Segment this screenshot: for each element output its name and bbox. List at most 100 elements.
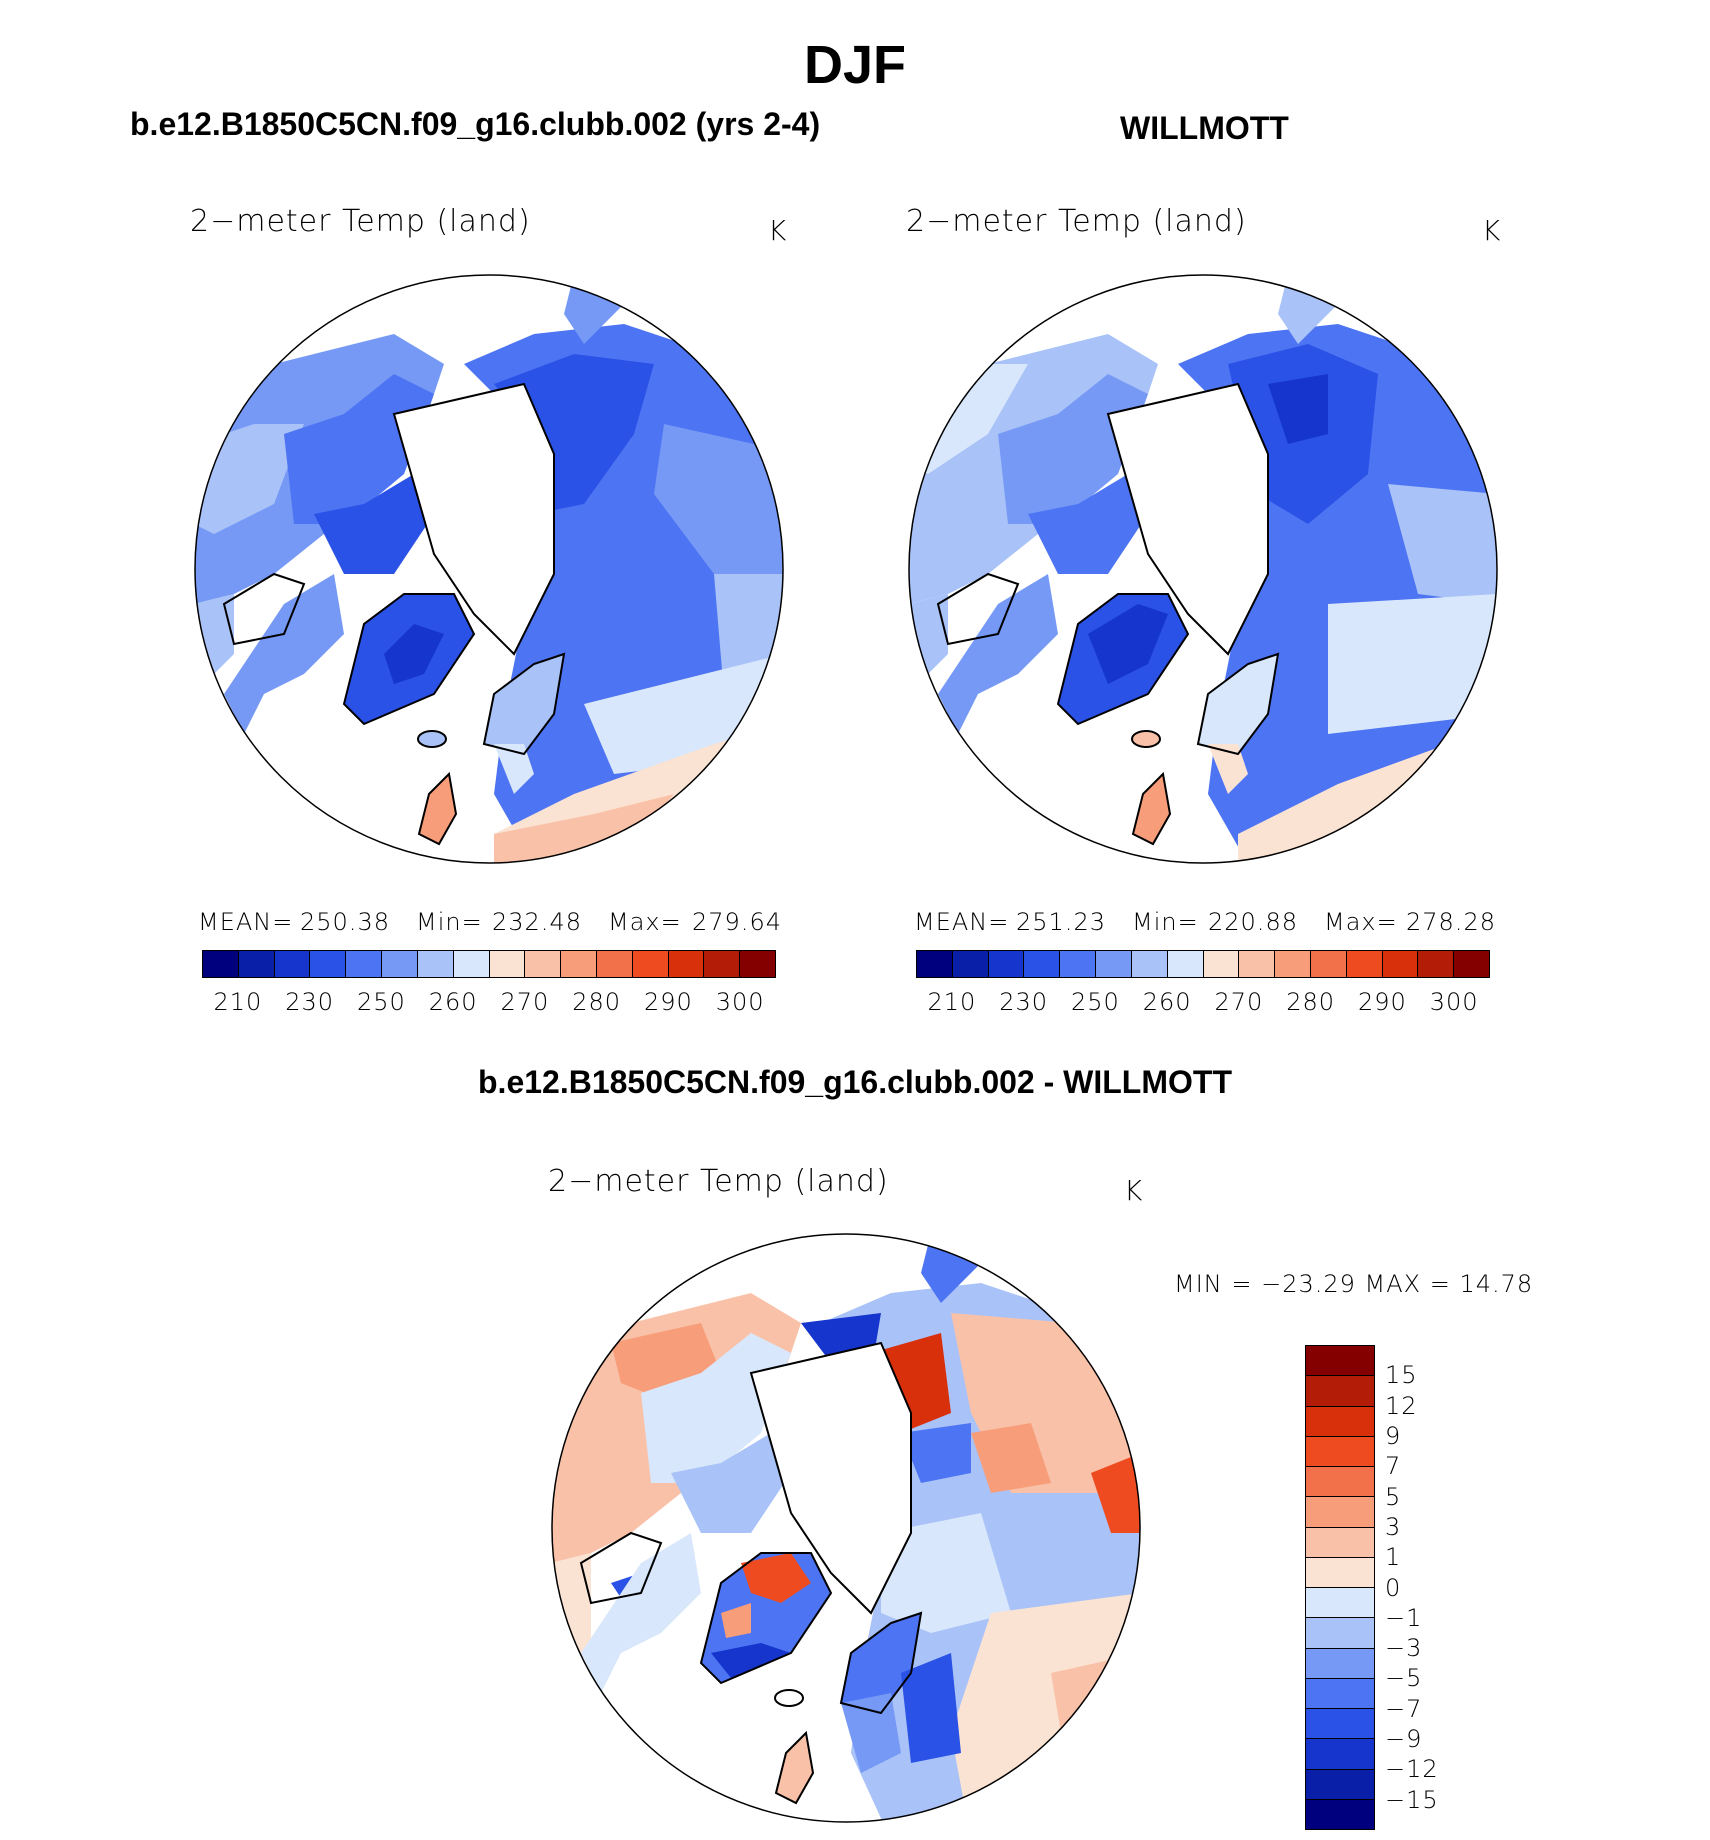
colorbar-tick-label: −1 [1385, 1603, 1423, 1632]
colorbar-swatch [1306, 1497, 1374, 1528]
right-colorbar [916, 950, 1490, 978]
right-panel-case-title: WILLMOTT [1120, 110, 1289, 146]
colorbar-swatch [1346, 951, 1383, 977]
colorbar-swatch [1454, 951, 1489, 977]
left-max-label: Max= [608, 908, 682, 936]
colorbar-swatch [1382, 951, 1419, 977]
colorbar-swatch [704, 951, 741, 977]
colorbar-swatch [1131, 951, 1168, 977]
colorbar-swatch [1310, 951, 1347, 977]
colorbar-tick-label: 5 [1385, 1482, 1402, 1511]
colorbar-swatch [203, 951, 239, 977]
left-colorbar-ticks: 210 230 250 260 270 280 290 300 [202, 988, 776, 1018]
right-max-value: 278.28 [1406, 908, 1496, 936]
colorbar-tick-label: 290 [1357, 988, 1407, 1016]
colorbar-tick-label: −15 [1385, 1785, 1439, 1814]
colorbar-swatch [382, 951, 418, 977]
left-min-value: 232.48 [492, 908, 582, 936]
diff-units-label: K [1124, 1174, 1144, 1207]
colorbar-swatch [668, 951, 705, 977]
colorbar-tick-label: 300 [715, 988, 765, 1016]
colorbar-swatch [417, 951, 454, 977]
colorbar-swatch [1306, 1648, 1374, 1679]
colorbar-tick-label: 230 [999, 988, 1049, 1016]
colorbar-tick-label: 15 [1385, 1361, 1418, 1390]
colorbar-swatch [1306, 1557, 1374, 1588]
colorbar-swatch [274, 951, 311, 977]
colorbar-swatch [632, 951, 669, 977]
colorbar-swatch [1306, 1739, 1374, 1770]
colorbar-tick-label: 230 [285, 988, 335, 1016]
colorbar-tick-label: 300 [1429, 988, 1479, 1016]
colorbar-swatch [1024, 951, 1061, 977]
left-panel-case-title: b.e12.B1850C5CN.f09_g16.clubb.002 (yrs 2… [130, 106, 821, 142]
difference-colorbar-ticks: 15 12 9 7 5 3 1 0 −1 −3 −5 −7 −9 −12 −15 [1385, 1345, 1465, 1830]
left-polar-map [194, 274, 784, 864]
colorbar-tick-label: −5 [1385, 1664, 1423, 1693]
left-colorbar [202, 950, 776, 978]
colorbar-tick-label: −9 [1385, 1725, 1423, 1754]
colorbar-swatch [310, 951, 347, 977]
colorbar-swatch [988, 951, 1025, 977]
left-units-label: K [768, 214, 788, 247]
colorbar-swatch [1239, 951, 1276, 977]
diff-variable-label: 2−meter Temp (land) [548, 1164, 889, 1199]
colorbar-swatch [489, 951, 526, 977]
colorbar-swatch [917, 951, 953, 977]
colorbar-swatch [1306, 1406, 1374, 1437]
right-variable-label: 2−meter Temp (land) [906, 204, 1247, 239]
colorbar-swatch [1275, 951, 1311, 977]
figure-title: DJF [803, 35, 906, 95]
left-variable-label: 2−meter Temp (land) [190, 204, 531, 239]
colorbar-tick-label: −12 [1385, 1755, 1439, 1784]
right-mean-value: 251.23 [1016, 908, 1106, 936]
colorbar-swatch [1306, 1376, 1374, 1407]
difference-colorbar [1305, 1345, 1375, 1830]
colorbar-tick-label: 210 [927, 988, 977, 1016]
colorbar-swatch [525, 951, 562, 977]
colorbar-swatch [740, 951, 775, 977]
colorbar-tick-label: 260 [1142, 988, 1192, 1016]
colorbar-swatch [561, 951, 597, 977]
colorbar-swatch [1306, 1436, 1374, 1467]
colorbar-swatch [1167, 951, 1204, 977]
colorbar-swatch [1306, 1527, 1374, 1558]
colorbar-tick-label: 210 [213, 988, 263, 1016]
colorbar-swatch [1306, 1467, 1374, 1498]
right-polar-map [908, 274, 1498, 864]
colorbar-swatch [1203, 951, 1240, 977]
colorbar-tick-label: −3 [1385, 1634, 1423, 1663]
colorbar-swatch [1306, 1769, 1374, 1800]
left-mean-value: 250.38 [300, 908, 390, 936]
colorbar-swatch [238, 951, 275, 977]
colorbar-tick-label: 12 [1385, 1391, 1418, 1420]
colorbar-tick-label: 7 [1385, 1452, 1402, 1481]
colorbar-tick-label: 9 [1385, 1421, 1402, 1450]
colorbar-swatch [1306, 1799, 1374, 1829]
colorbar-swatch [453, 951, 490, 977]
colorbar-tick-label: −7 [1385, 1694, 1423, 1723]
colorbar-swatch [1306, 1678, 1374, 1709]
colorbar-swatch [346, 951, 383, 977]
colorbar-tick-label: 1 [1385, 1543, 1402, 1572]
colorbar-tick-label: 3 [1385, 1512, 1402, 1541]
colorbar-swatch [1096, 951, 1132, 977]
colorbar-tick-label: 280 [1286, 988, 1336, 1016]
colorbar-swatch [1306, 1709, 1374, 1740]
difference-polar-map [551, 1233, 1141, 1823]
diff-minmax-label: MIN = −23.29 MAX = 14.78 [1174, 1270, 1534, 1298]
colorbar-swatch [1306, 1346, 1374, 1377]
colorbar-swatch [1418, 951, 1455, 977]
colorbar-swatch [1060, 951, 1097, 977]
left-max-value: 279.64 [692, 908, 782, 936]
colorbar-swatch [952, 951, 989, 977]
colorbar-tick-label: 270 [1214, 988, 1264, 1016]
difference-panel-title: b.e12.B1850C5CN.f09_g16.clubb.002 - WILL… [478, 1064, 1232, 1100]
colorbar-swatch [596, 951, 633, 977]
colorbar-tick-label: 250 [356, 988, 406, 1016]
colorbar-tick-label: 290 [643, 988, 693, 1016]
colorbar-tick-label: 270 [500, 988, 550, 1016]
colorbar-swatch [1306, 1618, 1374, 1649]
colorbar-tick-label: 0 [1385, 1573, 1402, 1602]
left-mean-label: MEAN= [198, 908, 294, 936]
